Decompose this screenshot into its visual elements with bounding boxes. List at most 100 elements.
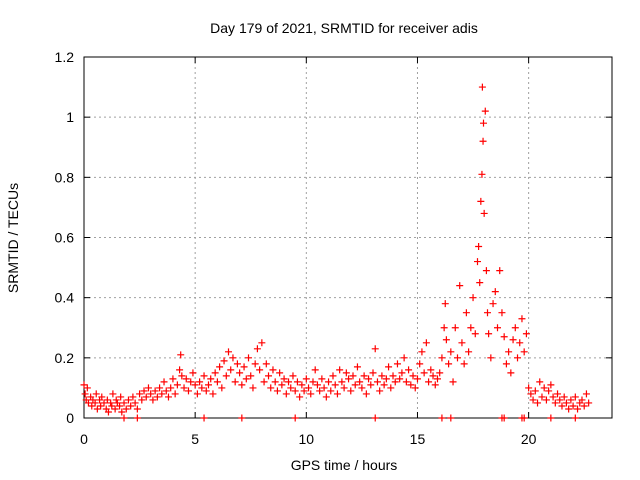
data-point (173, 381, 181, 389)
data-point (462, 309, 470, 317)
data-point (180, 384, 188, 392)
data-point (438, 354, 446, 362)
data-point (184, 387, 192, 395)
data-point (93, 405, 101, 413)
data-point (138, 396, 146, 404)
data-point (571, 393, 579, 401)
data-point (511, 324, 519, 332)
data-point (478, 170, 486, 178)
data-point (382, 375, 390, 383)
data-point (567, 396, 575, 404)
data-point (193, 390, 201, 398)
data-point (282, 390, 290, 398)
data-point (373, 378, 381, 386)
data-point (538, 393, 546, 401)
data-point (481, 107, 489, 115)
data-point (487, 354, 495, 362)
data-point (514, 354, 522, 362)
data-point (164, 393, 172, 401)
data-point (479, 137, 487, 145)
data-point (162, 387, 170, 395)
data-point (229, 354, 237, 362)
x-axis-label: GPS time / hours (291, 457, 398, 473)
data-point (387, 384, 395, 392)
data-point (202, 387, 210, 395)
data-point (176, 366, 184, 374)
data-point (325, 378, 333, 386)
data-point (167, 384, 175, 392)
data-point (441, 300, 449, 308)
data-point (422, 339, 430, 347)
data-point (482, 267, 490, 275)
data-point (251, 360, 259, 368)
data-point (280, 375, 288, 383)
data-point (245, 354, 253, 362)
data-point (91, 399, 99, 407)
data-point (569, 402, 577, 410)
data-point (124, 396, 132, 404)
data-point (491, 288, 499, 296)
data-point (258, 339, 266, 347)
data-point (409, 372, 417, 380)
data-point (484, 309, 492, 317)
chart-title: Day 179 of 2021, SRMTID for receiver adi… (210, 20, 478, 36)
data-point (467, 324, 475, 332)
data-point (478, 83, 486, 91)
data-point (291, 414, 299, 422)
data-point (97, 402, 105, 410)
data-point (396, 375, 404, 383)
data-point (233, 360, 241, 368)
data-point (151, 387, 159, 395)
data-point (340, 384, 348, 392)
data-point (120, 414, 128, 422)
data-point (578, 396, 586, 404)
data-point (296, 393, 304, 401)
data-point (285, 378, 293, 386)
data-point (347, 387, 355, 395)
data-point (256, 366, 264, 374)
data-point (440, 324, 448, 332)
data-point (116, 402, 124, 410)
data-point (376, 387, 384, 395)
data-point (207, 375, 215, 383)
data-point (313, 381, 321, 389)
data-point (333, 390, 341, 398)
data-point (565, 405, 573, 413)
data-point (98, 393, 106, 401)
data-point (420, 369, 428, 377)
data-point (502, 360, 510, 368)
data-point (278, 381, 286, 389)
data-point (556, 396, 564, 404)
y-tick-label: 0.8 (55, 169, 75, 185)
data-point (231, 378, 239, 386)
data-point (460, 360, 468, 368)
data-point (471, 330, 479, 338)
data-point (431, 381, 439, 389)
data-point (436, 369, 444, 377)
x-tick-label: 10 (299, 431, 315, 447)
data-point (305, 384, 313, 392)
data-point (380, 381, 388, 389)
data-point (240, 363, 248, 371)
data-point (554, 390, 562, 398)
data-point (536, 378, 544, 386)
data-point (133, 414, 141, 422)
data-point (118, 408, 126, 416)
data-point (516, 339, 524, 347)
data-point (371, 414, 379, 422)
data-point (144, 384, 152, 392)
data-point (238, 381, 246, 389)
data-point (300, 387, 308, 395)
data-point (83, 384, 91, 392)
data-point (249, 384, 257, 392)
data-point (262, 360, 270, 368)
data-point (465, 348, 473, 356)
data-point (547, 381, 555, 389)
data-point (520, 414, 528, 422)
data-point (222, 372, 230, 380)
data-point (551, 399, 559, 407)
grid-layer (84, 57, 612, 418)
data-point (318, 375, 326, 383)
data-point (213, 378, 221, 386)
